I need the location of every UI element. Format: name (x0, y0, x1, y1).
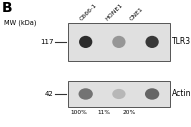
Ellipse shape (79, 88, 93, 100)
Text: 100%: 100% (71, 110, 88, 115)
Bar (68, 23, 170, 61)
Text: B: B (2, 1, 13, 15)
Text: 117: 117 (40, 39, 53, 45)
Text: Actin: Actin (172, 90, 191, 98)
Ellipse shape (112, 89, 125, 99)
Ellipse shape (145, 88, 159, 100)
Text: CNE1: CNE1 (129, 6, 144, 22)
Text: 11%: 11% (98, 110, 111, 115)
Text: MW (kDa): MW (kDa) (4, 19, 36, 26)
Text: C666-1: C666-1 (79, 2, 98, 22)
Ellipse shape (146, 36, 159, 48)
Text: HONE1: HONE1 (104, 2, 123, 22)
Bar (68, 81, 170, 107)
Text: TLR3: TLR3 (172, 37, 191, 46)
Ellipse shape (112, 36, 125, 48)
Ellipse shape (79, 36, 92, 48)
Text: 42: 42 (45, 91, 53, 97)
Text: 20%: 20% (122, 110, 136, 115)
